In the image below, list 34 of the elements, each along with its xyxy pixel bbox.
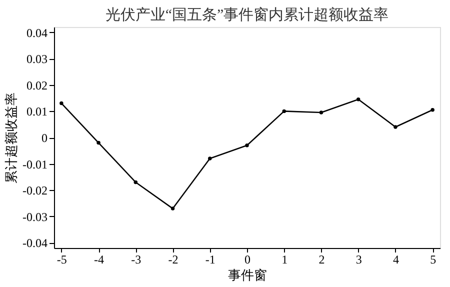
point [394,125,398,129]
y-tick-label: 0.01 [26,104,48,119]
chart-title: 光伏产业“国五条”事件窗内累计超额收益率 [105,6,389,24]
y-tick-label: 0.03 [26,52,48,66]
point [96,140,100,145]
y-tick-label: 0.04 [26,26,48,40]
x-tick-label: -4 [94,252,104,266]
point [319,110,324,114]
x-tick-label: 1 [282,252,288,266]
point [208,156,212,160]
y-tick-label: -0.01 [22,157,48,172]
point [245,144,249,148]
y-tick-label: 0.02 [26,78,48,92]
x-tick-label: -1 [205,252,216,266]
y-tick-label: -0.04 [22,236,48,250]
point [60,101,64,106]
y-tick-label: -0.02 [22,184,48,198]
y-axis-title: 累计超额收益率 [4,92,19,184]
point [282,109,286,114]
x-tick-label: -3 [131,252,142,266]
point [356,97,360,102]
point [170,206,175,210]
point [134,180,138,184]
x-tick-label: 5 [430,252,436,266]
x-tick-label: 2 [318,252,325,266]
x-tick-label: 4 [392,252,399,266]
y-tick-label: 0 [42,131,48,145]
point [430,108,434,112]
x-tick-label: 0 [244,252,250,266]
y-tick-label: -0.03 [22,210,48,224]
x-tick-label: -2 [168,252,178,266]
x-tick-label: 3 [356,252,362,266]
x-axis-title: 事件窗 [228,268,267,282]
x-tick-label: -5 [56,252,67,266]
